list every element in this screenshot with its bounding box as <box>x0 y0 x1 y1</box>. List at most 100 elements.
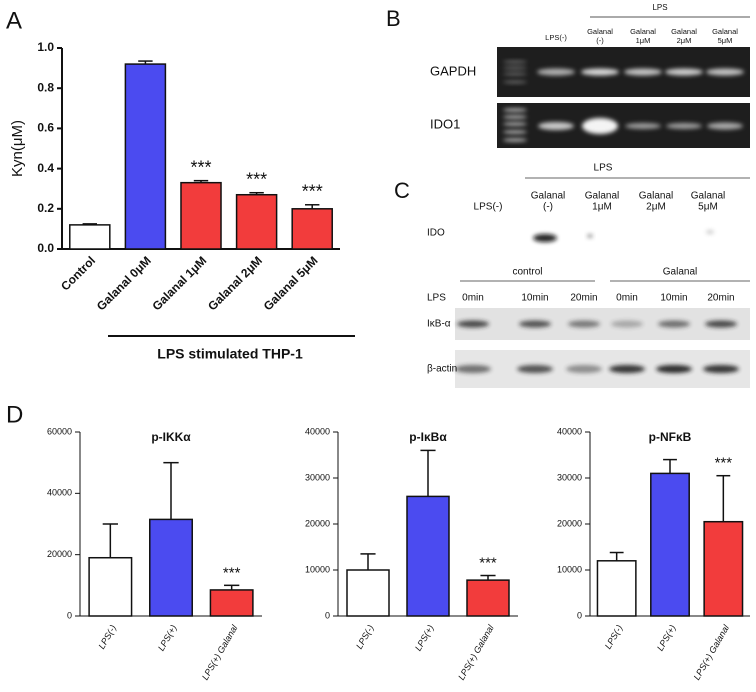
y-tick-label: 0.2 <box>37 201 54 215</box>
lane-label: Galanal <box>531 191 565 202</box>
blot-band <box>665 68 703 76</box>
lane-label: LPS(-) <box>474 202 503 213</box>
y-tick-label: 1.0 <box>37 40 54 54</box>
chart-title: p-IκBα <box>409 430 447 444</box>
y-axis-label: Kyn(μM) <box>9 120 26 177</box>
blot-band <box>503 66 527 70</box>
time-label: 20min <box>707 293 734 304</box>
y-tick-label: 0.8 <box>37 80 54 94</box>
x-tick-label: LPS(+) <box>413 623 436 652</box>
blot-band <box>519 320 551 328</box>
lane-label: 2μM <box>646 202 666 213</box>
group-label: LPS <box>594 163 613 174</box>
lane-label: 1μM <box>592 202 612 213</box>
y-tick-label: 0 <box>577 610 582 620</box>
lane-label: 1μM <box>636 36 651 45</box>
y-tick-label: 0 <box>67 610 72 620</box>
blot-band <box>517 365 553 373</box>
blot-band <box>706 68 744 76</box>
blot-band <box>568 320 600 328</box>
row-label: IκB-α <box>427 319 451 330</box>
x-tick-label: LPS(+) Galanal <box>456 622 496 681</box>
bar <box>149 518 193 617</box>
y-tick-label: 0.4 <box>37 161 54 175</box>
y-tick-label: 10000 <box>305 564 330 574</box>
lane-label: Galanal <box>639 191 673 202</box>
blot-band <box>625 123 661 129</box>
bar <box>180 181 222 250</box>
row-label: LPS <box>427 293 446 304</box>
lane-label: 5μM <box>718 36 733 45</box>
chart-title: p-NFκB <box>649 430 692 444</box>
blot-band <box>503 115 527 119</box>
blot-band <box>707 122 743 130</box>
significance-label: *** <box>190 157 211 177</box>
blot-band <box>658 320 690 328</box>
bar <box>235 193 278 250</box>
significance-label: *** <box>479 554 497 571</box>
blot-band <box>581 68 619 76</box>
bar <box>703 520 744 617</box>
blot-band <box>609 365 645 373</box>
time-label: 0min <box>616 293 638 304</box>
x-tick-label: LPS(+) <box>655 623 678 652</box>
lane-label: LPS(-) <box>545 33 567 42</box>
blot-band <box>455 365 491 373</box>
x-tick-label: Galanal 5μM <box>261 253 321 313</box>
lane-label: 5μM <box>698 202 718 213</box>
time-label: 20min <box>570 293 597 304</box>
y-tick-label: 20000 <box>557 518 582 528</box>
y-tick-label: 40000 <box>305 426 330 436</box>
y-tick-label: 20000 <box>47 549 72 559</box>
x-tick-label: Galanal 0μM <box>94 253 154 313</box>
lane-label: Galanal <box>630 27 656 36</box>
lane-label: Galanal <box>671 27 697 36</box>
significance-label: *** <box>715 455 733 472</box>
group-label: Galanal <box>663 267 697 278</box>
blot-band <box>582 118 618 134</box>
bar <box>596 560 637 617</box>
bar <box>88 556 133 617</box>
x-tick-label: LPS(+) Galanal <box>692 622 732 681</box>
row-label: GAPDH <box>430 63 476 78</box>
significance-label: *** <box>246 169 267 189</box>
blot <box>455 308 750 340</box>
blot-band <box>503 80 527 84</box>
lane-label: (-) <box>596 36 604 45</box>
bar <box>466 579 510 617</box>
y-tick-label: 30000 <box>305 472 330 482</box>
bar <box>650 472 690 617</box>
bar <box>124 63 167 250</box>
panel-label: A <box>6 7 22 34</box>
blot-band <box>538 122 574 130</box>
chart-title: p-IKKα <box>151 430 191 444</box>
x-axis-label: LPS stimulated THP-1 <box>157 346 303 362</box>
x-tick-label: Galanal 2μM <box>205 253 265 313</box>
blot-band <box>503 72 527 76</box>
lane-label: Galanal <box>712 27 738 36</box>
y-tick-label: 0 <box>325 610 330 620</box>
y-tick-label: 20000 <box>305 518 330 528</box>
group-label: LPS <box>652 3 667 12</box>
x-tick-label: LPS(+) Galanal <box>200 622 240 681</box>
significance-label: *** <box>302 182 323 202</box>
x-tick-label: LPS(-) <box>603 623 625 651</box>
row-label: β-actin <box>427 364 457 375</box>
bar <box>69 224 111 250</box>
blot-band <box>537 68 575 76</box>
blot-band <box>457 320 489 328</box>
y-tick-label: 30000 <box>557 472 582 482</box>
y-tick-label: 10000 <box>557 564 582 574</box>
blot-band <box>587 234 593 238</box>
blot-band <box>503 130 527 134</box>
row-label: IDO <box>427 228 445 239</box>
row-label: IDO1 <box>430 116 460 131</box>
blot-band <box>624 68 662 76</box>
x-tick-label: LPS(+) <box>156 623 179 652</box>
lane-label: Galanal <box>691 191 725 202</box>
blot-band <box>703 365 739 373</box>
bar <box>209 589 254 617</box>
blot-band <box>566 365 602 373</box>
blot-band <box>503 108 527 112</box>
panel-label: B <box>386 6 401 31</box>
